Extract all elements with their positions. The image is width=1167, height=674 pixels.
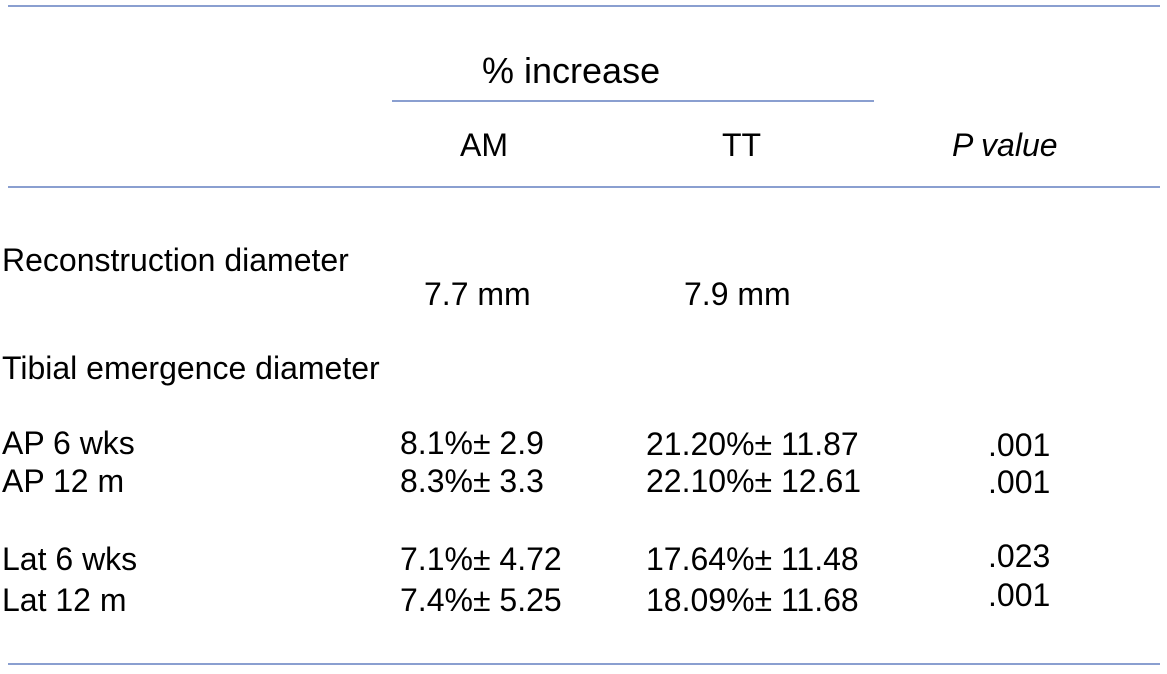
- cell-am: 8.1%± 2.9: [400, 425, 544, 461]
- cell-tt: 22.10%± 12.61: [646, 463, 862, 499]
- row-label: AP 12 m: [2, 463, 125, 499]
- row-label: Lat 12 m: [2, 582, 127, 618]
- cell-am: 7.4%± 5.25: [400, 582, 562, 618]
- cell-reconstruction-am: 7.7 mm: [424, 276, 531, 312]
- cell-p-value: .001: [988, 577, 1051, 613]
- cell-p-value: .001: [988, 464, 1051, 500]
- cell-tt: 21.20%± 11.87: [646, 426, 859, 462]
- row-label-reconstruction: Reconstruction diameter: [2, 242, 349, 278]
- column-header-tt: TT: [722, 127, 762, 163]
- group-header-rule: [392, 100, 874, 102]
- cell-am: 8.3%± 3.3: [400, 463, 544, 499]
- cell-am: 7.1%± 4.72: [400, 541, 562, 577]
- cell-tt: 17.64%± 11.48: [646, 541, 859, 577]
- row-label-tibial-emergence: Tibial emergence diameter: [2, 350, 380, 386]
- column-header-p-value: P value: [952, 127, 1058, 163]
- group-header: % increase: [482, 50, 661, 91]
- cell-p-value: .001: [988, 427, 1051, 463]
- column-header-am: AM: [460, 127, 508, 163]
- cell-reconstruction-tt: 7.9 mm: [684, 276, 791, 312]
- row-label: Lat 6 wks: [2, 541, 138, 577]
- bottom-rule: [8, 663, 1160, 665]
- header-bottom-rule: [8, 186, 1160, 188]
- cell-p-value: .023: [988, 538, 1051, 574]
- top-rule: [8, 5, 1160, 7]
- cell-tt: 18.09%± 11.68: [646, 582, 859, 618]
- row-label: AP 6 wks: [2, 425, 135, 461]
